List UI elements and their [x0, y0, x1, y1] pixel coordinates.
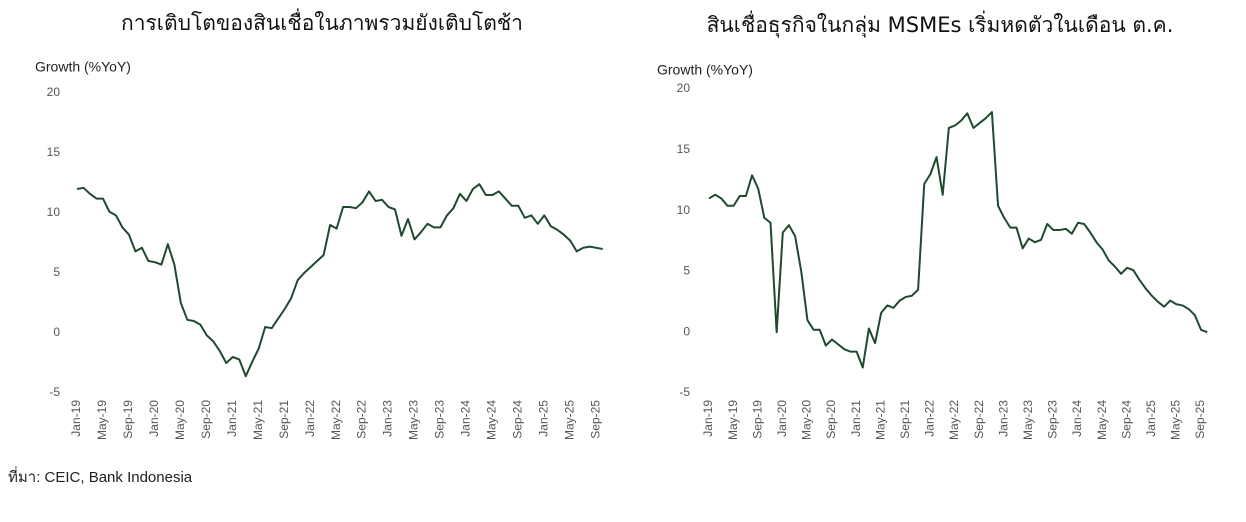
chart-title: การเติบโตของสินเชื่อในภาพรวมยังเติบโตช้า: [121, 8, 523, 35]
x-tick-label: May-24: [485, 400, 499, 440]
x-tick-label: Sep-19: [121, 400, 135, 439]
x-tick-label: May-25: [1169, 400, 1183, 440]
x-tick-label: Sep-20: [824, 400, 838, 439]
x-tick-label: Sep-22: [355, 400, 369, 439]
x-tick-label: Sep-24: [1119, 400, 1133, 439]
x-tick-label: Sep-21: [898, 400, 912, 439]
x-tick-label: Jan-23: [996, 400, 1010, 437]
x-tick-label: May-21: [251, 400, 265, 440]
x-tick-label: Jan-22: [303, 400, 317, 437]
x-tick-label: Jan-21: [849, 400, 863, 437]
x-tick-label: May-22: [329, 400, 343, 440]
x-tick-label: Jan-20: [147, 400, 161, 437]
y-tick-label: 15: [677, 142, 691, 156]
x-tick-label: May-20: [173, 400, 187, 440]
y-tick-label: 5: [683, 264, 690, 278]
x-tick-label: May-22: [947, 400, 961, 440]
x-tick-label: Sep-23: [1046, 400, 1060, 439]
y-tick-label: 5: [53, 265, 60, 279]
x-tick-label: May-25: [562, 400, 576, 440]
x-tick-label: Sep-23: [433, 400, 447, 439]
x-tick-label: Sep-20: [199, 400, 213, 439]
x-tick-label: Jan-24: [1070, 400, 1084, 437]
y-axis-label: Growth (%YoY): [35, 59, 131, 75]
y-tick-label: 20: [47, 85, 61, 99]
x-tick-label: Jan-19: [701, 400, 715, 437]
data-line: [708, 111, 1208, 369]
x-tick-label: Jan-19: [69, 400, 83, 437]
y-tick-label: 10: [677, 203, 691, 217]
x-tick-label: Sep-25: [1193, 400, 1207, 439]
x-tick-label: Sep-24: [510, 400, 524, 439]
x-tick-label: Sep-21: [277, 400, 291, 439]
y-tick-label: 15: [47, 145, 61, 159]
x-tick-label: Jan-21: [225, 400, 239, 437]
data-line: [76, 183, 603, 378]
y-tick-label: -5: [49, 385, 60, 399]
y-axis-label: Growth (%YoY): [657, 62, 753, 78]
x-tick-label: Jan-24: [459, 400, 473, 437]
x-tick-label: May-20: [800, 400, 814, 440]
x-tick-label: Sep-25: [588, 400, 602, 439]
x-tick-label: Jan-25: [1144, 400, 1158, 437]
x-tick-label: Jan-23: [381, 400, 395, 437]
x-tick-label: Sep-22: [972, 400, 986, 439]
chart-title: สินเชื่อธุรกิจในกลุ่ม MSMEs เริ่มหดตัวใน…: [707, 10, 1174, 38]
x-tick-label: Jan-25: [536, 400, 550, 437]
x-tick-label: May-24: [1095, 400, 1109, 440]
x-tick-label: Sep-19: [750, 400, 764, 439]
x-tick-label: May-23: [1021, 400, 1035, 440]
x-tick-label: May-19: [726, 400, 740, 440]
x-tick-label: May-23: [407, 400, 421, 440]
y-tick-label: 0: [53, 325, 60, 339]
y-tick-label: 20: [677, 81, 691, 95]
x-tick-label: Jan-20: [775, 400, 789, 437]
y-tick-label: 10: [47, 205, 61, 219]
y-tick-label: 0: [683, 324, 690, 338]
x-tick-label: Jan-22: [923, 400, 937, 437]
x-tick-label: May-19: [95, 400, 109, 440]
x-tick-label: May-21: [873, 400, 887, 440]
source-note: ที่มา: CEIC, Bank Indonesia: [8, 466, 193, 486]
y-tick-label: -5: [679, 385, 690, 399]
